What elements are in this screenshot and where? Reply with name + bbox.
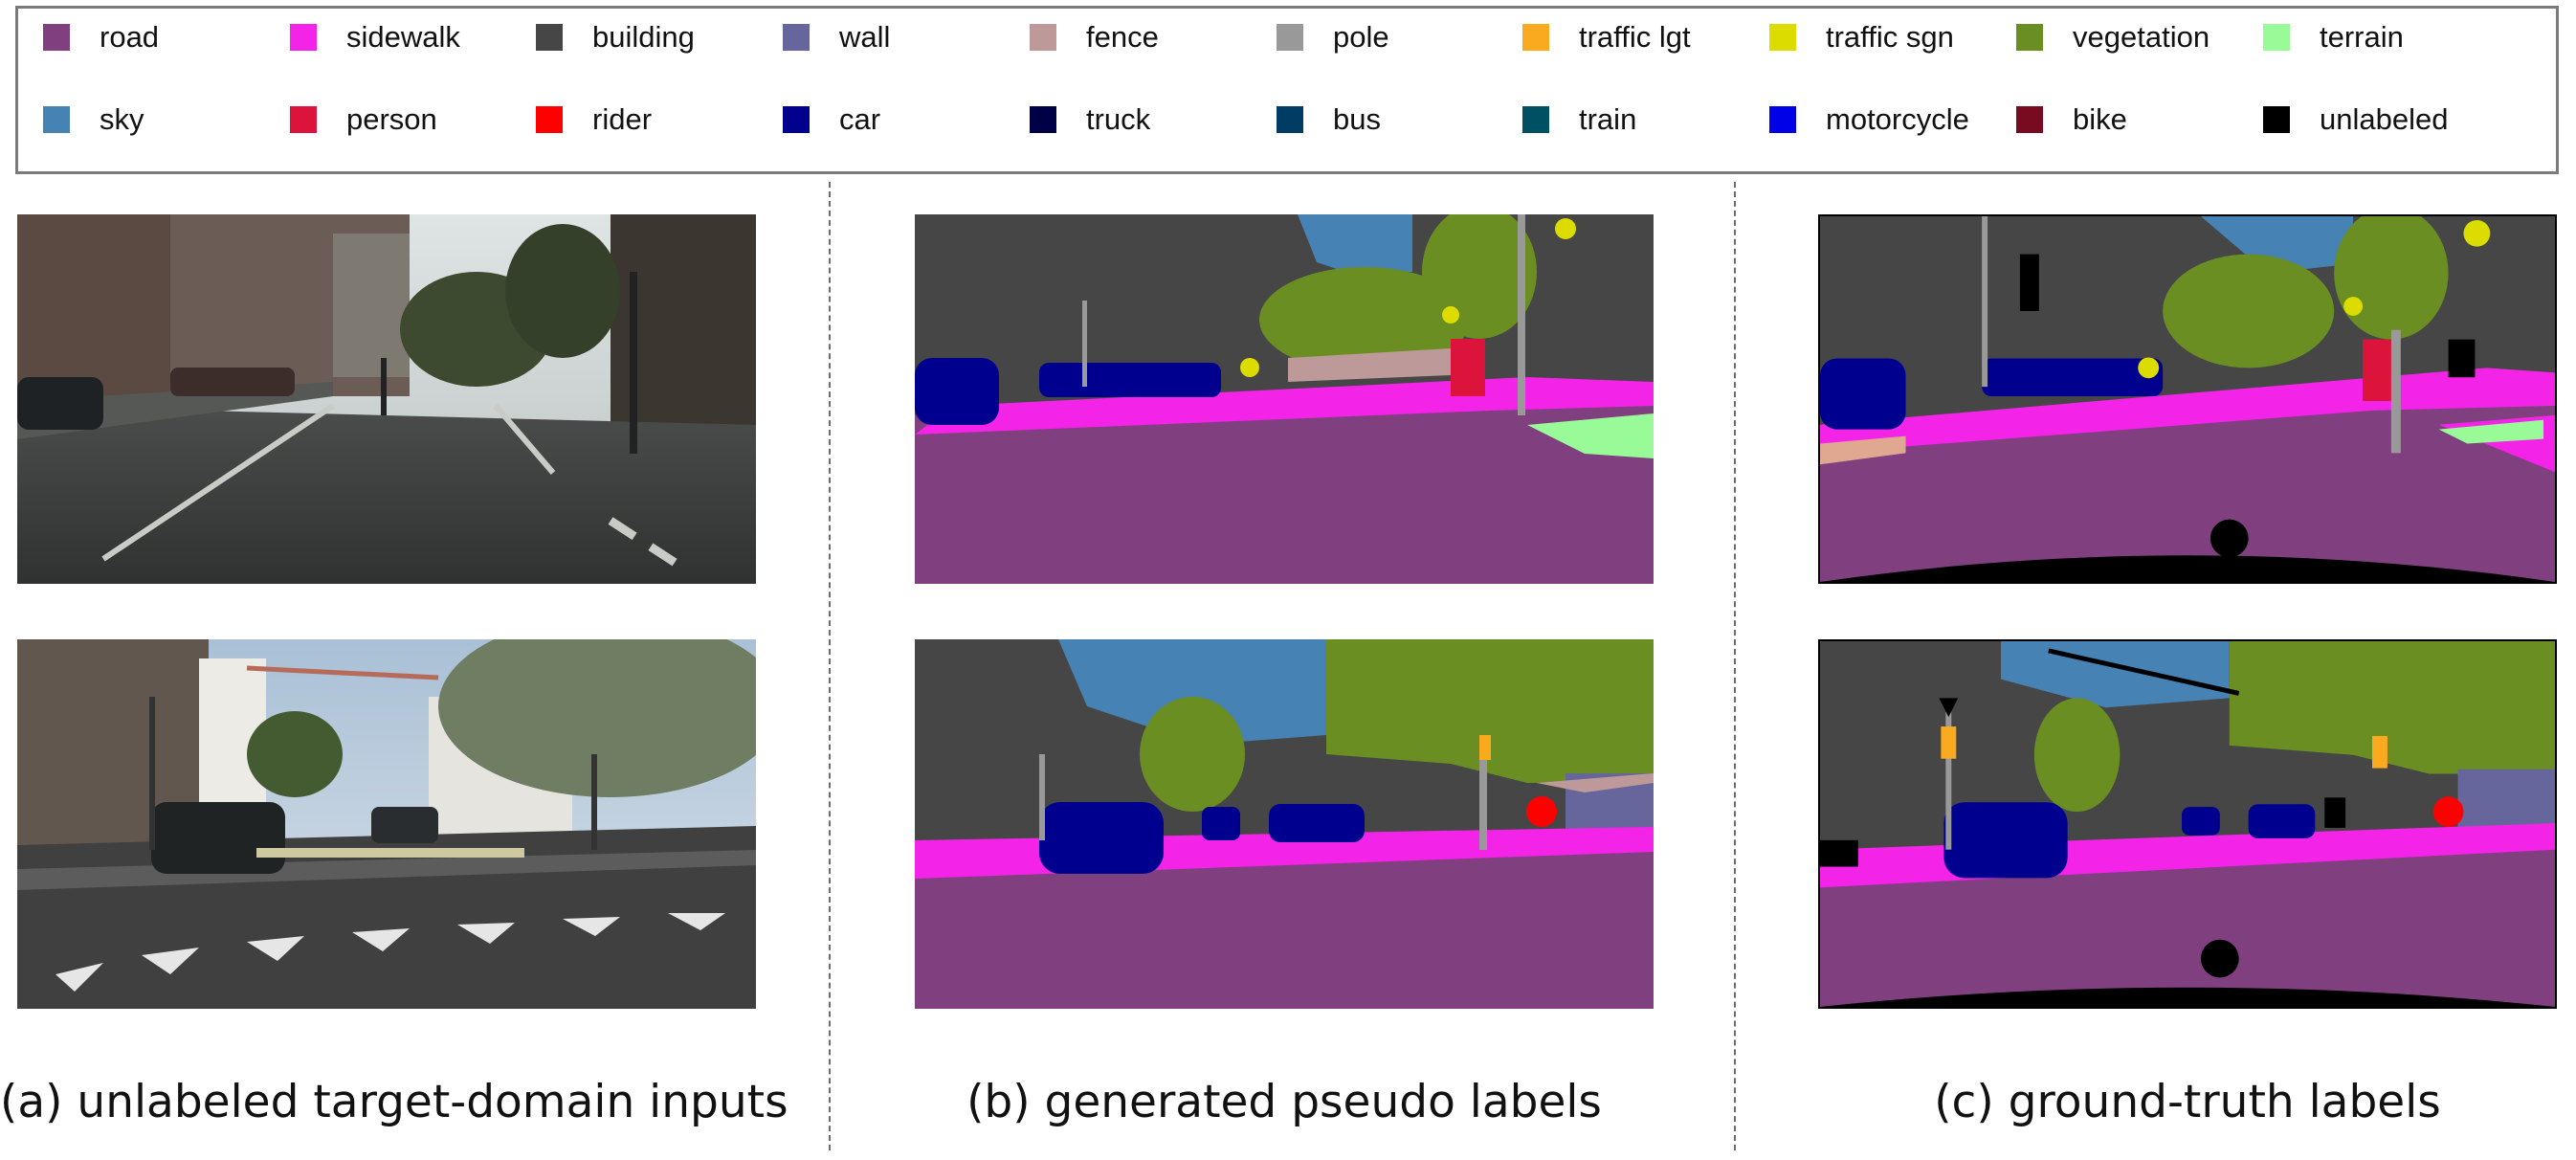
legend-item-terrain: terrain <box>2263 18 2404 56</box>
legend-swatch <box>536 106 563 133</box>
legend-swatch <box>1277 24 1303 51</box>
legend-item-unlabeled: unlabeled <box>2263 100 2448 139</box>
legend-item-bike: bike <box>2016 100 2127 139</box>
legend-item-pole: pole <box>1277 18 1389 56</box>
class-legend: road sidewalk building wall fence pole traffic… <box>15 6 2559 174</box>
legend-swatch <box>783 24 810 51</box>
legend-label: traffic lgt <box>1579 20 1691 54</box>
legend-swatch <box>783 106 810 133</box>
legend-swatch <box>2263 106 2290 133</box>
legend-item-sidewalk: sidewalk <box>290 18 460 56</box>
pseudo-label-bottom <box>915 639 1654 1009</box>
legend-label: building <box>592 20 695 54</box>
legend-label: unlabeled <box>2320 102 2449 136</box>
legend-label: rider <box>592 102 653 136</box>
legend-label: sidewalk <box>346 20 460 54</box>
legend-item-traffic-sgn: traffic sgn <box>1769 18 1954 56</box>
legend-label: train <box>1579 102 1637 136</box>
legend-swatch <box>536 24 563 51</box>
legend-item-truck: truck <box>1030 100 1150 139</box>
legend-item-train: train <box>1522 100 1636 139</box>
pseudo-label-top <box>915 214 1654 584</box>
legend-label: person <box>346 102 437 136</box>
legend-item-fence: fence <box>1030 18 1159 56</box>
legend-swatch <box>1030 24 1056 51</box>
legend-label: wall <box>839 20 891 54</box>
legend-swatch <box>1522 106 1549 133</box>
legend-label: traffic sgn <box>1826 20 1954 54</box>
legend-item-person: person <box>290 100 437 139</box>
legend-swatch <box>290 106 317 133</box>
legend-item-car: car <box>783 100 880 139</box>
legend-swatch <box>1769 24 1796 51</box>
caption-pseudo-labels: (b) generated pseudo labels <box>966 1076 1602 1128</box>
legend-label: truck <box>1086 102 1151 136</box>
legend-swatch <box>1769 106 1796 133</box>
legend-item-road: road <box>43 18 159 56</box>
caption-inputs: (a) unlabeled target-domain inputs <box>0 1076 788 1128</box>
ground-truth-top <box>1818 214 2557 584</box>
column-divider-right <box>1734 182 1736 1150</box>
legend-swatch <box>290 24 317 51</box>
legend-item-bus: bus <box>1277 100 1381 139</box>
legend-label: vegetation <box>2073 20 2210 54</box>
legend-label: fence <box>1086 20 1159 54</box>
legend-label: terrain <box>2320 20 2404 54</box>
input-image-top <box>17 214 756 584</box>
input-image-bottom <box>17 639 756 1009</box>
legend-item-sky: sky <box>43 100 144 139</box>
legend-item-building: building <box>536 18 695 56</box>
ground-truth-bottom <box>1818 639 2557 1009</box>
legend-label: motorcycle <box>1826 102 1969 136</box>
legend-item-rider: rider <box>536 100 652 139</box>
legend-item-motorcycle: motorcycle <box>1769 100 1969 139</box>
legend-swatch <box>2016 106 2043 133</box>
legend-label: pole <box>1333 20 1389 54</box>
legend-item-traffic-lgt: traffic lgt <box>1522 18 1691 56</box>
legend-swatch <box>1030 106 1056 133</box>
legend-label: bike <box>2073 102 2127 136</box>
column-divider-left <box>829 182 831 1150</box>
legend-label: car <box>839 102 881 136</box>
legend-swatch <box>1277 106 1303 133</box>
legend-item-vegetation: vegetation <box>2016 18 2210 56</box>
legend-swatch <box>43 24 70 51</box>
legend-item-wall: wall <box>783 18 890 56</box>
legend-label: road <box>100 20 160 54</box>
legend-swatch <box>2016 24 2043 51</box>
legend-swatch <box>43 106 70 133</box>
legend-swatch <box>1522 24 1549 51</box>
legend-label: sky <box>100 102 144 136</box>
caption-ground-truth: (c) ground-truth labels <box>1934 1076 2441 1128</box>
legend-swatch <box>2263 24 2290 51</box>
legend-label: bus <box>1333 102 1381 136</box>
